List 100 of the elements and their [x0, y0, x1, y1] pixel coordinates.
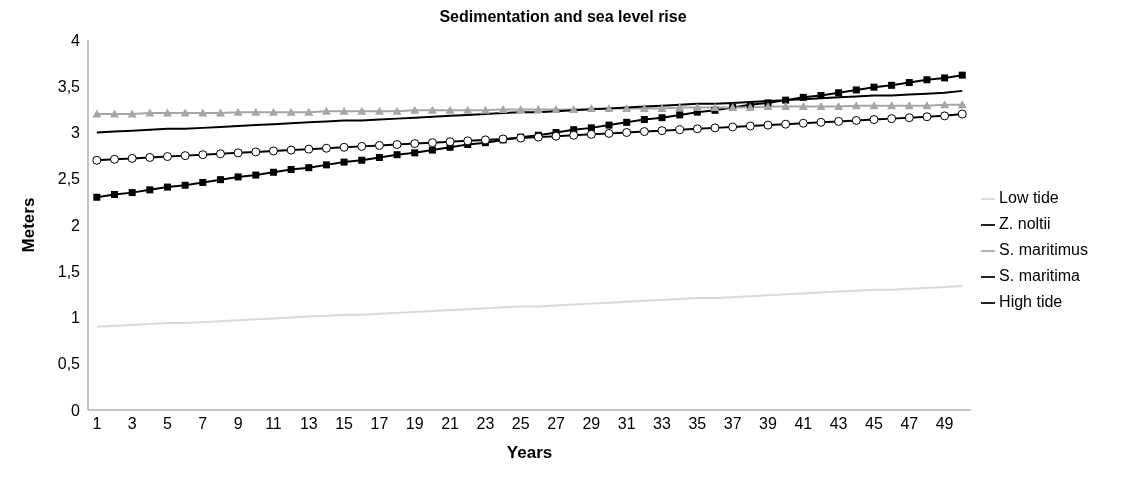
point: [658, 114, 666, 122]
point: [835, 89, 843, 97]
point: [109, 154, 119, 164]
x-tick-label: 5: [163, 415, 173, 433]
point: [374, 140, 384, 150]
point: [181, 181, 189, 189]
point: [957, 109, 967, 119]
x-tick-label: 41: [794, 415, 813, 433]
point: [109, 109, 119, 118]
x-tick-label: 7: [198, 415, 208, 433]
point: [321, 106, 331, 115]
point: [605, 121, 613, 129]
x-tick-label: 33: [653, 415, 672, 433]
point: [781, 119, 791, 129]
point: [887, 101, 897, 110]
point: [958, 71, 966, 79]
point: [410, 139, 420, 149]
point: [92, 109, 102, 118]
point: [692, 103, 702, 112]
point: [198, 108, 208, 117]
point: [216, 176, 224, 184]
x-tick-label: 13: [299, 415, 318, 433]
x-tick-label: 47: [900, 415, 919, 433]
point: [551, 131, 561, 141]
point: [639, 127, 649, 137]
point: [480, 135, 490, 145]
point: [623, 118, 631, 126]
x-tick-label: 25: [511, 415, 530, 433]
point: [199, 178, 207, 186]
point: [339, 142, 349, 152]
point: [321, 143, 331, 153]
point: [268, 146, 278, 156]
point: [904, 113, 914, 123]
point: [357, 106, 367, 115]
point: [710, 123, 720, 133]
x-tick-label: 31: [617, 415, 636, 433]
point: [639, 103, 649, 112]
x-tick-label: 15: [335, 415, 354, 433]
point: [162, 152, 172, 162]
point: [798, 118, 808, 128]
point: [728, 122, 738, 132]
point: [145, 108, 155, 117]
point: [110, 190, 118, 198]
point: [233, 107, 243, 116]
point: [692, 124, 702, 134]
point: [463, 105, 473, 114]
point: [957, 100, 967, 109]
legend-label: Low tide: [999, 189, 1059, 206]
point: [286, 107, 296, 116]
point: [923, 76, 931, 84]
point: [215, 149, 225, 159]
point: [604, 128, 614, 138]
x-tick-label: 39: [759, 415, 777, 433]
point: [287, 166, 295, 173]
point: [305, 164, 313, 172]
point: [870, 83, 878, 91]
x-tick-label: 35: [688, 415, 707, 433]
point: [252, 171, 260, 179]
point: [569, 130, 579, 140]
point: [676, 111, 684, 119]
point: [180, 151, 190, 161]
point: [445, 137, 455, 147]
point: [146, 186, 154, 194]
point: [604, 103, 614, 112]
point: [852, 86, 860, 94]
x-tick-label: 3: [127, 415, 137, 433]
y-tick-label: 0,5: [57, 355, 81, 373]
legend-label: Z. noltii: [999, 215, 1051, 232]
point: [357, 141, 367, 151]
point: [586, 103, 596, 112]
y-tick-label: 1,5: [57, 262, 81, 280]
x-tick-label: 21: [441, 415, 460, 433]
point: [427, 105, 437, 114]
x-tick-label: 27: [547, 415, 566, 433]
point: [640, 116, 648, 124]
point: [392, 140, 402, 150]
legend-label: S. maritimus: [999, 241, 1088, 258]
point: [180, 108, 190, 117]
x-axis-title: Years: [506, 443, 553, 462]
point: [374, 106, 384, 115]
x-tick-label: 11: [265, 415, 282, 433]
point: [127, 109, 137, 118]
y-tick-label: 3: [71, 124, 81, 142]
point: [215, 108, 225, 117]
point: [922, 112, 932, 122]
line-series: [95, 285, 964, 328]
point: [358, 156, 366, 164]
y-tick-label: 3,5: [57, 77, 81, 95]
point: [622, 103, 632, 112]
point: [375, 153, 383, 161]
y-tick-label: 2,5: [57, 170, 81, 188]
x-tick-label: 17: [370, 415, 389, 433]
point: [834, 116, 844, 126]
point: [268, 107, 278, 116]
x-tick-label: 43: [829, 415, 848, 433]
point: [816, 102, 826, 111]
point: [763, 120, 773, 130]
point: [128, 189, 136, 197]
point: [516, 104, 526, 113]
point: [745, 121, 755, 131]
